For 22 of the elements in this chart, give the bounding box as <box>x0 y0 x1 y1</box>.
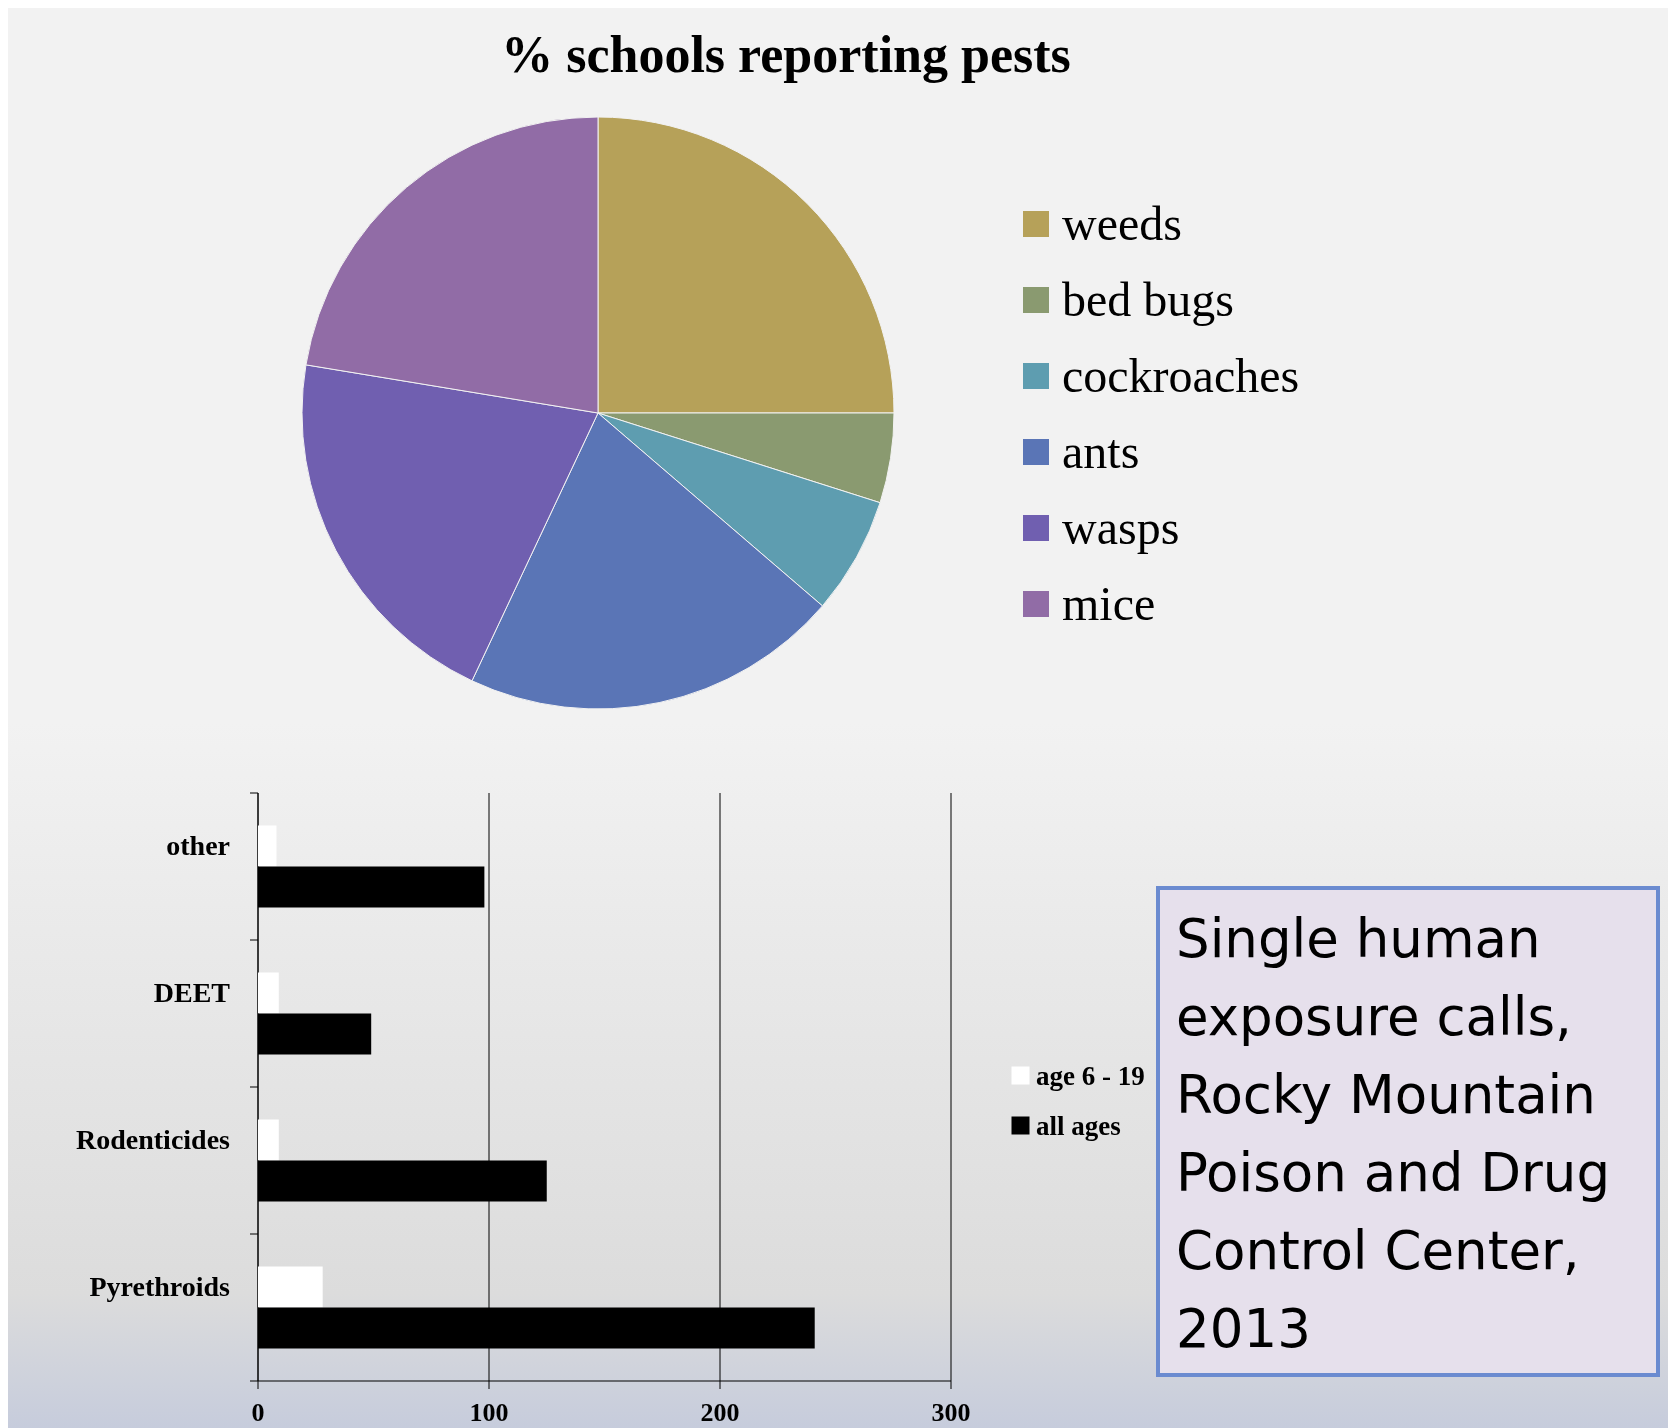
y-tick-label: Pyrethroids <box>89 1270 231 1302</box>
bar <box>258 1119 279 1161</box>
legend-label: weeds <box>1062 197 1182 250</box>
bar <box>258 1266 323 1308</box>
y-tick-label: DEET <box>153 976 231 1008</box>
x-tick-label: 100 <box>469 1398 509 1427</box>
bar <box>258 825 277 867</box>
legend-label: mice <box>1062 577 1156 630</box>
x-tick-label: 0 <box>251 1398 265 1427</box>
y-tick-label: other <box>166 829 230 861</box>
legend-label: all ages <box>1036 1111 1121 1141</box>
legend-label: wasps <box>1062 501 1180 554</box>
y-tick-label: Rodenticides <box>76 1123 231 1155</box>
x-tick-label: 300 <box>931 1398 971 1427</box>
legend-label: ants <box>1062 425 1140 478</box>
legend-label: cockroaches <box>1062 349 1300 402</box>
bar <box>258 972 279 1014</box>
legend-label: age 6 - 19 <box>1036 1061 1145 1091</box>
chart-title: % schools reporting pests <box>501 26 1071 83</box>
text: Single human exposure calls, Rocky Mountain Poison and Drug Control Center, 2013 <box>1176 907 1612 1361</box>
x-tick-label: 200 <box>700 1398 740 1427</box>
legend-label: bed bugs <box>1062 273 1234 326</box>
